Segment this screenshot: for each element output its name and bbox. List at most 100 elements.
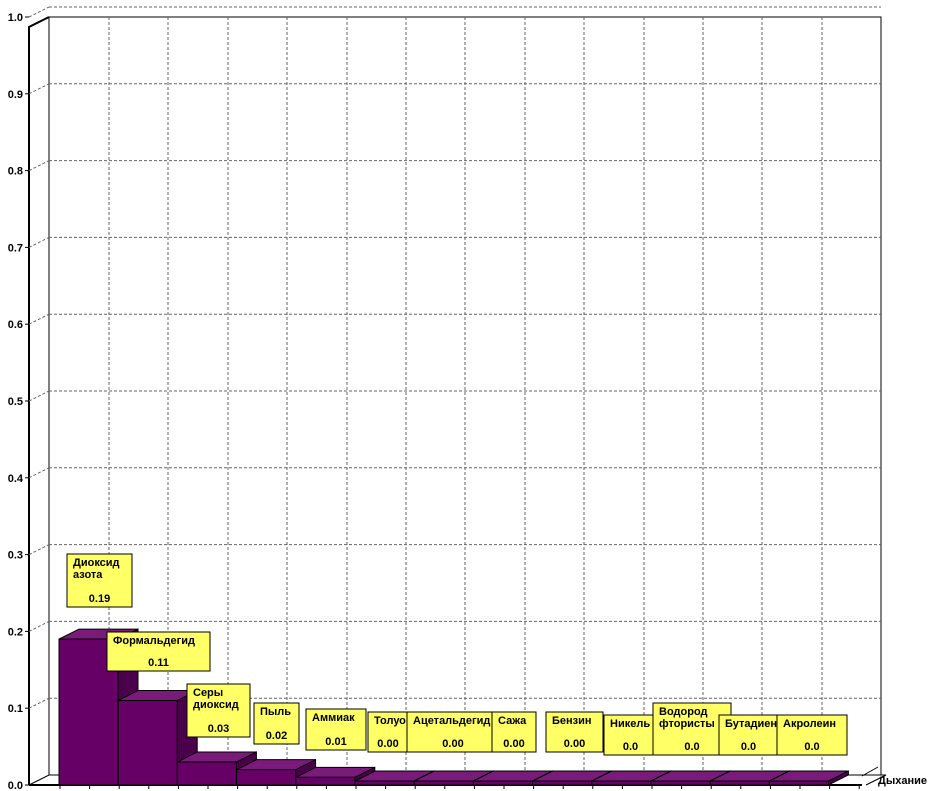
y-tick-label: 1.0 xyxy=(8,12,23,24)
bar-front xyxy=(117,700,178,786)
value-label: 0.01 xyxy=(325,736,346,748)
gridline-side xyxy=(28,544,50,556)
label-box xyxy=(367,711,409,753)
label-box xyxy=(652,702,732,756)
value-label: 0.19 xyxy=(89,593,110,605)
y-tick-label: 0.3 xyxy=(8,550,23,562)
value-label: 0.0 xyxy=(804,741,819,753)
gridline-side xyxy=(28,6,50,18)
bar-front xyxy=(591,780,652,786)
value-label: 0.11 xyxy=(148,657,169,669)
bar-front xyxy=(472,780,533,786)
category-label: Водород xyxy=(659,706,708,718)
category-label: фтористы xyxy=(659,718,715,730)
data-label: Пыль 0.02 xyxy=(253,702,300,754)
label-box xyxy=(491,711,537,753)
label-box xyxy=(106,631,211,672)
data-label: Бутадиен 0.0 xyxy=(718,714,779,765)
category-label: азота xyxy=(73,569,103,581)
data-label: Бензин 0.00 xyxy=(545,711,604,762)
category-label: Никель xyxy=(610,718,650,730)
label-box xyxy=(406,711,500,753)
category-label: Бутадиен xyxy=(725,718,777,730)
value-label: 0.00 xyxy=(442,738,463,750)
label-box xyxy=(603,714,658,756)
category-label: Сажа xyxy=(498,715,527,727)
gridline-side xyxy=(28,83,50,95)
data-label: Акролеин 0.0 xyxy=(776,714,848,765)
bar-front xyxy=(768,780,829,786)
bar-front xyxy=(236,769,297,786)
y-tick-label: 0.0 xyxy=(8,780,23,791)
y-tick-label: 0.8 xyxy=(8,166,23,178)
x-axis xyxy=(59,785,860,789)
back-wall-frame xyxy=(49,16,882,775)
category-label: Пыль xyxy=(260,706,291,718)
y-tick-label: 0.9 xyxy=(8,89,23,101)
bar-front xyxy=(176,761,237,786)
value-label: 0.00 xyxy=(377,738,398,750)
label-box xyxy=(545,711,604,753)
bar-front xyxy=(650,780,711,786)
gridline-side xyxy=(28,697,50,709)
bar xyxy=(236,758,317,786)
gridline-side xyxy=(28,390,50,402)
y-tick-label: 0.5 xyxy=(8,396,23,408)
y-tick-label: 0.6 xyxy=(8,319,23,331)
gridline-side xyxy=(28,313,50,325)
bar xyxy=(768,770,849,786)
value-label: 0.00 xyxy=(564,738,585,750)
y-tick-label: 0.7 xyxy=(8,242,23,254)
series-label: Дыхание xyxy=(878,775,927,787)
bar-front xyxy=(709,780,770,786)
category-label: диоксид xyxy=(193,699,239,711)
data-label: Сажа 0.00 xyxy=(491,711,537,762)
category-label: Ацетальдегид xyxy=(413,715,490,727)
category-label: Акролеин xyxy=(783,718,836,730)
label-box xyxy=(253,702,300,745)
category-label: Аммиак xyxy=(312,712,355,724)
data-label: Аммиак 0.01 xyxy=(305,708,367,760)
category-label: Диоксид xyxy=(73,557,120,569)
data-label: Ацетальдегид 0.00 xyxy=(406,711,500,762)
value-label: 0.03 xyxy=(208,723,229,735)
data-label: Формальдегид 0.11 xyxy=(106,631,211,681)
value-label: 0.0 xyxy=(741,741,756,753)
gridline-side xyxy=(28,236,50,248)
bar-front xyxy=(532,780,593,786)
category-label: Толуо xyxy=(374,715,406,727)
y-axis: 0.0 0.1 0.2 0.3 0.4 0.5 0.6 0.7 0.8 0.9 1.0 xyxy=(8,12,29,791)
bar xyxy=(176,751,257,786)
value-label: 0.0 xyxy=(623,741,638,753)
label-box xyxy=(718,714,779,756)
data-label: Никель 0.0 xyxy=(603,714,658,765)
category-label: Формальдегид xyxy=(113,635,195,647)
category-label: Серы xyxy=(193,687,223,699)
label-box xyxy=(186,683,251,738)
series-label-group: Дыхание xyxy=(861,766,927,787)
y-tick-label: 0.1 xyxy=(8,703,23,715)
data-label: Толуо 0.00 xyxy=(367,711,409,762)
bar-front xyxy=(295,776,356,786)
label-box xyxy=(66,553,133,608)
value-label: 0.0 xyxy=(684,741,699,753)
y-tick-label: 0.2 xyxy=(8,626,23,638)
value-label: 0.02 xyxy=(266,730,287,742)
gridline-side xyxy=(28,620,50,632)
bar-front xyxy=(413,780,474,786)
y-tick-label: 0.4 xyxy=(8,473,24,485)
label-box xyxy=(776,714,848,756)
left-wall-edge xyxy=(28,16,50,785)
gridline-side xyxy=(28,160,50,172)
gridline-side xyxy=(28,467,50,479)
label-box xyxy=(305,708,367,751)
value-label: 0.00 xyxy=(503,738,524,750)
bar-front xyxy=(354,780,415,786)
series-label-leader xyxy=(861,766,879,777)
category-label: Бензин xyxy=(552,715,592,727)
